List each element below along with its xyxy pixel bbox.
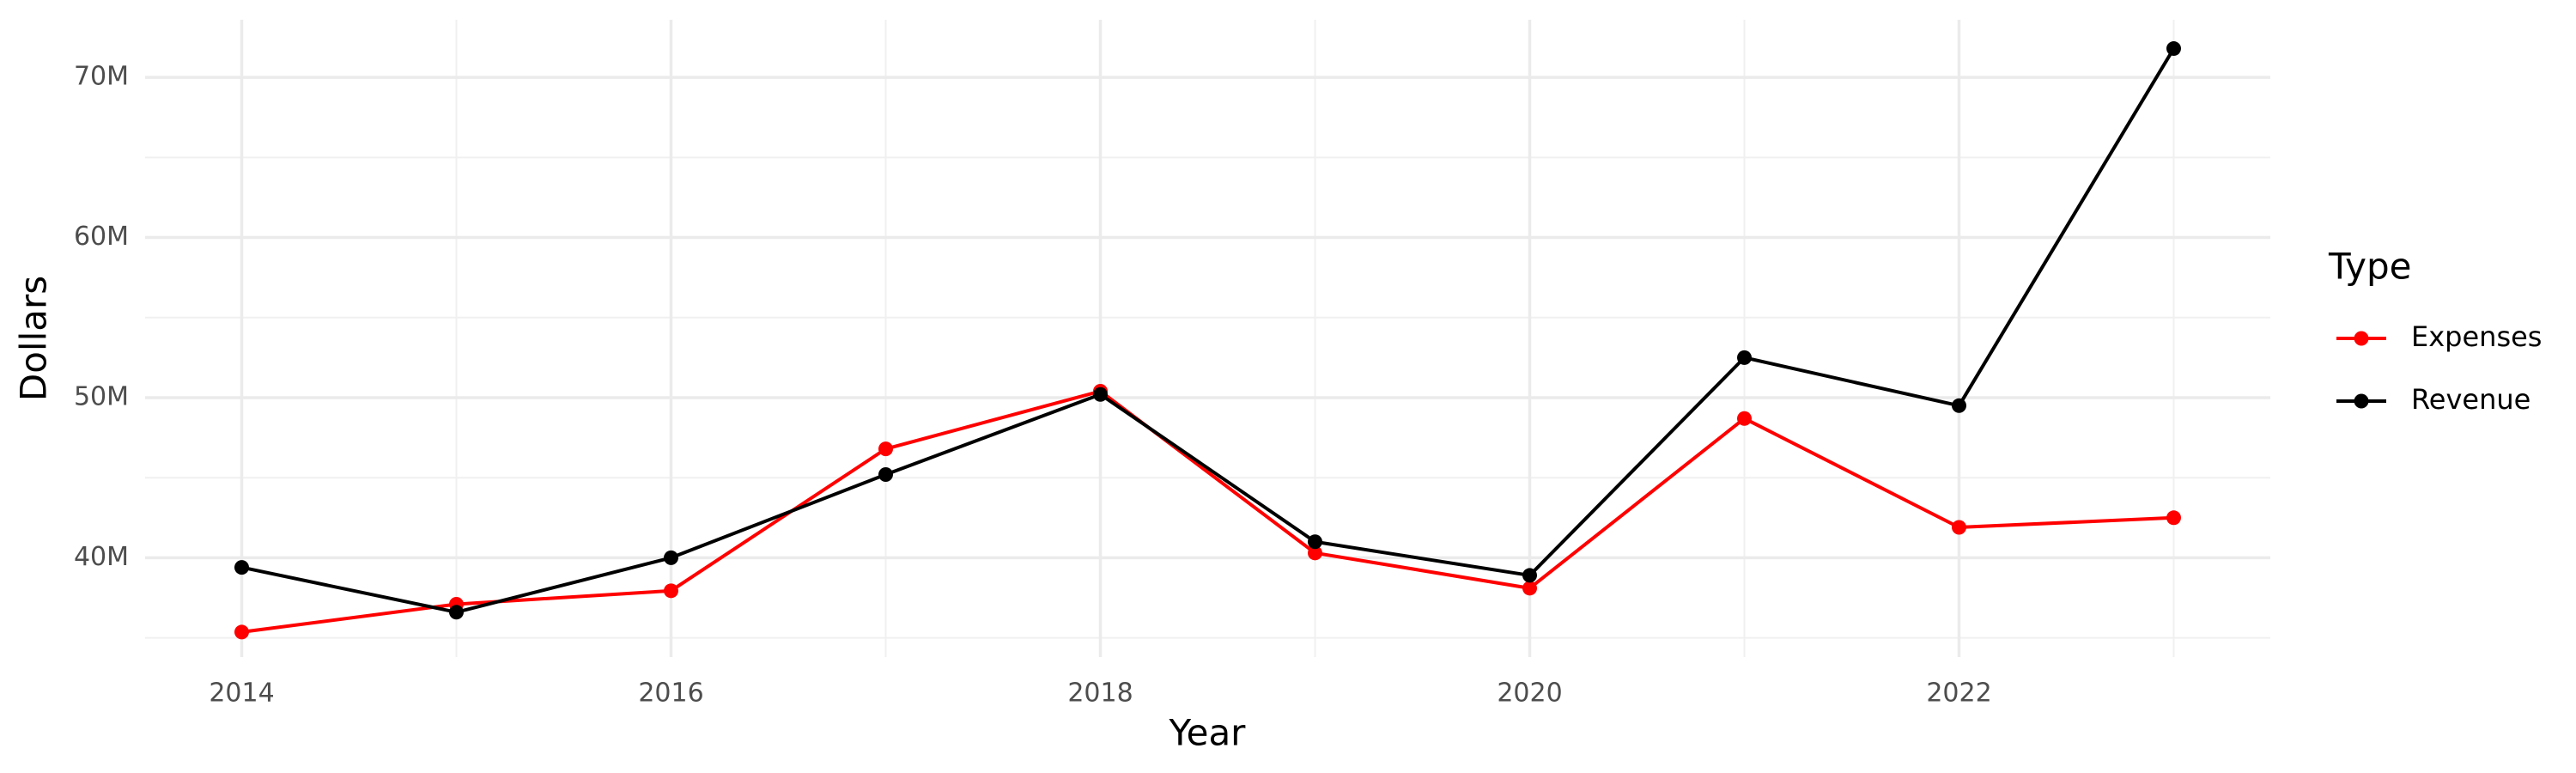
data-point: [878, 441, 893, 457]
data-point: [1737, 411, 1752, 426]
x-tick-label: 2022: [1926, 679, 1991, 709]
y-tick-label: 60M: [74, 222, 129, 252]
y-tick-label: 70M: [74, 62, 129, 92]
x-tick-label: 2018: [1067, 679, 1133, 709]
legend-key-point: [2354, 331, 2369, 346]
legend-label: Expenses: [2411, 320, 2542, 353]
data-point: [2166, 41, 2181, 57]
data-point: [234, 560, 249, 575]
data-point: [234, 624, 249, 640]
x-tick-label: 2020: [1497, 679, 1562, 709]
y-axis-title: Dollars: [13, 276, 55, 401]
data-point: [664, 550, 678, 565]
data-point: [1952, 520, 1966, 535]
x-tick-label: 2014: [209, 679, 274, 709]
data-point: [1952, 398, 1966, 413]
data-point: [1308, 545, 1322, 561]
data-point: [1308, 534, 1322, 550]
y-tick-label: 50M: [74, 381, 129, 411]
legend-label: Revenue: [2411, 383, 2530, 416]
x-axis-title: Year: [1169, 712, 1247, 754]
data-point: [449, 605, 464, 620]
data-point: [1522, 581, 1537, 596]
data-point: [2166, 510, 2181, 526]
y-tick-label: 40M: [74, 542, 129, 572]
legend-title: Type: [2328, 246, 2411, 288]
x-tick-label: 2016: [638, 679, 703, 709]
data-point: [1522, 568, 1537, 583]
legend-key-point: [2354, 393, 2369, 409]
data-point: [1737, 350, 1752, 365]
data-point: [878, 466, 893, 482]
series-line: [241, 389, 2174, 634]
series-line: [241, 47, 2176, 614]
data-point: [1093, 386, 1108, 402]
data-point: [664, 583, 678, 599]
